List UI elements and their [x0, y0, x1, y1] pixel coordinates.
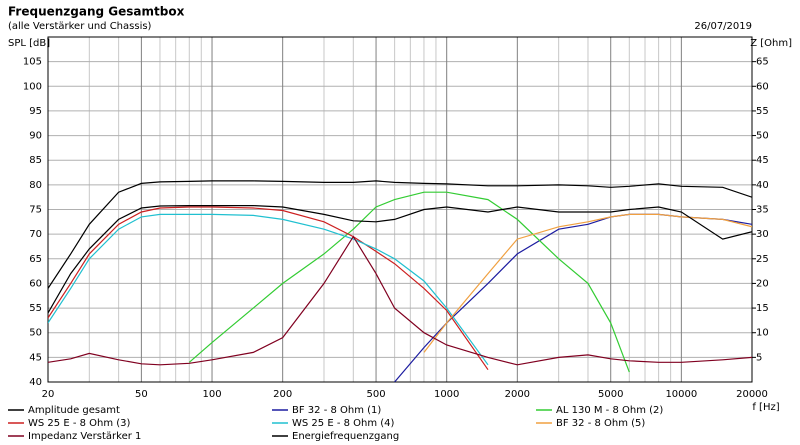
y-tick-label: 70 — [29, 229, 42, 240]
y2-tick-label: 65 — [756, 57, 769, 68]
y-tick-label: 100 — [23, 81, 42, 92]
y2-tick-label: 40 — [756, 180, 769, 191]
legend-label: Impedanz Verstärker 1 — [28, 431, 141, 442]
chart-title: Frequenzgang Gesamtbox — [8, 5, 185, 19]
y-tick-label: 50 — [29, 328, 42, 339]
y-tick-label: 40 — [29, 377, 42, 388]
y-tick-label: 85 — [29, 155, 42, 166]
y-tick-label: 60 — [29, 278, 42, 289]
series-line — [188, 191, 630, 373]
legend-label: Energiefrequenzgang — [292, 431, 399, 442]
y2-tick-label: 50 — [756, 131, 769, 142]
y-tick-label: 75 — [29, 205, 42, 216]
x-tick-label: 200 — [273, 389, 292, 400]
y-tick-label: 90 — [29, 131, 42, 142]
y2-tick-label: 5 — [756, 352, 762, 363]
y2-tick-label: 10 — [756, 328, 769, 339]
y2-tick-label: 60 — [756, 81, 769, 92]
y-tick-label: 45 — [29, 352, 42, 363]
legend-label: WS 25 E - 8 Ohm (3) — [28, 418, 131, 429]
y-tick-label: 65 — [29, 254, 42, 265]
legend-label: BF 32 - 8 Ohm (5) — [556, 418, 645, 429]
plot-frame — [47, 36, 753, 383]
y-tick-label: 95 — [29, 106, 42, 117]
y-tick-label: 80 — [29, 180, 42, 191]
y2-axis-label: Z [Ohm] — [750, 38, 792, 49]
y2-tick-label: 45 — [756, 155, 769, 166]
x-tick-label: 100 — [202, 389, 221, 400]
x-tick-label: 500 — [367, 389, 386, 400]
x-tick-label: 5000 — [598, 389, 623, 400]
series-line — [48, 180, 752, 289]
x-tick-label: 1000 — [434, 389, 459, 400]
y2-tick-label: 55 — [756, 106, 769, 117]
y-axis-label: SPL [dB] — [8, 38, 50, 49]
y2-tick-label: 20 — [756, 278, 769, 289]
series-line — [48, 205, 752, 314]
x-tick-label: 20 — [42, 389, 55, 400]
plot-area — [48, 180, 752, 382]
x-tick-label: 50 — [135, 389, 148, 400]
legend-label: WS 25 E - 8 Ohm (4) — [292, 418, 395, 429]
x-tick-label: 10000 — [665, 389, 697, 400]
date: 26/07/2019 — [694, 21, 752, 32]
y2-tick-label: 30 — [756, 229, 769, 240]
chart-subtitle: (alle Verstärker und Chassis) — [8, 21, 152, 32]
series-line — [48, 213, 489, 366]
x-axis-label: f [Hz] — [752, 402, 779, 413]
x-tick-label: 20000 — [736, 389, 768, 400]
y-tick-label: 105 — [23, 57, 42, 68]
series-line — [48, 235, 752, 366]
y-tick-label: 55 — [29, 303, 42, 314]
x-tick-label: 2000 — [505, 389, 530, 400]
series-line — [48, 206, 489, 371]
legend-label: BF 32 - 8 Ohm (1) — [292, 405, 381, 416]
y2-tick-label: 25 — [756, 254, 769, 265]
y2-tick-label: 35 — [756, 205, 769, 216]
y2-tick-label: 15 — [756, 303, 769, 314]
legend-label: Amplitude gesamt — [28, 405, 120, 416]
series-line — [423, 213, 752, 353]
legend-label: AL 130 M - 8 Ohm (2) — [556, 405, 663, 416]
